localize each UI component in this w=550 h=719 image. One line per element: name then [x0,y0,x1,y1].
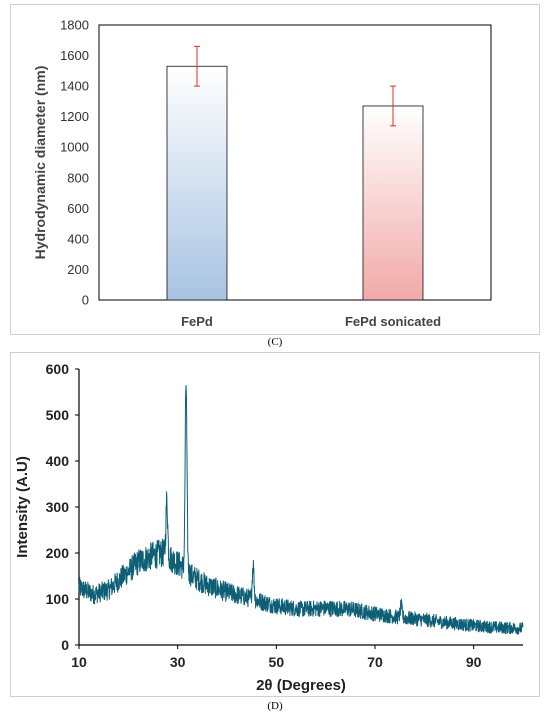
bar-2 [362,105,424,301]
bar-1 [166,65,228,301]
plot-area-frame [98,24,492,301]
y-tick-label: 800 [67,170,89,185]
caption-c: (C) [267,336,283,348]
y-tick-label: 1800 [60,18,89,33]
x-tick-label: 70 [367,654,383,670]
x-axis-title: 2θ (Degrees) [256,677,346,694]
y-axis-title: Intensity (A.U) [14,456,31,558]
y-tick-label: 200 [67,262,89,277]
bar-chart-panel: 0 200 400 600 800 1000 1200 1400 1600 1800 FePd FeP… [10,4,540,335]
x-category-label: FePd [181,314,213,329]
x-tick-label: 30 [170,654,186,670]
y-tick-label: 300 [46,499,70,515]
caption-d: (D) [267,700,283,712]
x-category-label: FePd sonicated [345,314,441,329]
xrd-line-chart: 0 100 200 300 400 500 600 10 30 50 70 90 2θ (Degrees… [14,361,524,694]
xrd-chart-panel: 0 100 200 300 400 500 600 10 30 50 70 90 2θ (Degrees… [10,352,540,697]
y-tick-label: 0 [82,293,89,308]
y-tick-label: 200 [46,545,70,561]
y-tick-label: 1000 [60,140,89,155]
y-tick-label: 400 [46,453,70,469]
y-tick-label: 1600 [60,48,89,63]
y-axis-title: Hydrodynamic diameter (nm) [32,66,48,260]
x-tick-label: 10 [71,654,87,670]
y-tick-label: 400 [67,231,89,246]
x-tick-label: 50 [269,654,285,670]
xrd-trace-line [78,385,524,635]
y-tick-label: 500 [46,407,70,423]
y-tick-label: 600 [46,361,70,377]
y-tick-label: 100 [46,591,70,607]
bar-chart: 0 200 400 600 800 1000 1200 1400 1600 1800 FePd FeP… [32,18,492,329]
y-tick-label: 0 [61,637,69,653]
y-tick-label: 1400 [60,79,89,94]
y-tick-label: 1200 [60,109,89,124]
y-tick-label: 600 [67,201,89,216]
x-tick-label: 90 [466,654,482,670]
